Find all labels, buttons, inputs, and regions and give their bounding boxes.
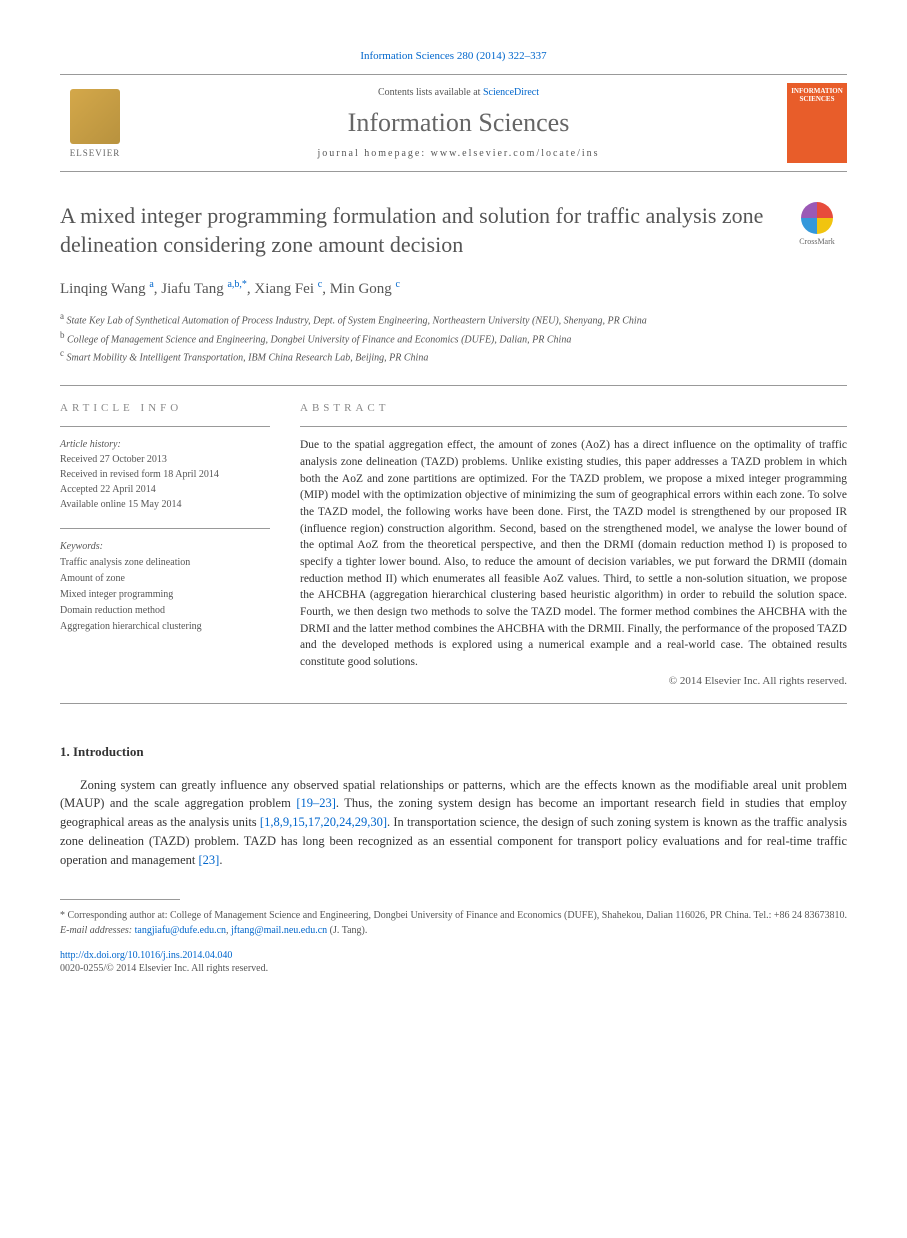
sciencedirect-link[interactable]: ScienceDirect [483, 87, 539, 98]
title-row: A mixed integer programming formulation … [60, 202, 847, 259]
email-label: E-mail addresses: [60, 925, 135, 936]
affiliation: c Smart Mobility & Intelligent Transport… [60, 347, 847, 365]
footnote-separator [60, 899, 180, 900]
contents-prefix: Contents lists available at [378, 87, 483, 98]
affil-link[interactable]: a,b,* [227, 279, 246, 290]
elsevier-tree-icon [70, 89, 120, 144]
publisher-logo[interactable]: ELSEVIER [60, 83, 130, 163]
citation-link[interactable]: [23] [199, 853, 220, 867]
received-date: Received 27 October 2013 [60, 452, 270, 467]
doi-line: http://dx.doi.org/10.1016/j.ins.2014.04.… [60, 950, 847, 961]
keyword: Aggregation hierarchical clustering [60, 619, 270, 635]
abstract-label: ABSTRACT [300, 402, 847, 414]
article-info-column: ARTICLE INFO Article history: Received 2… [60, 402, 270, 686]
crossmark-badge[interactable]: CrossMark [787, 202, 847, 246]
email-link[interactable]: tangjiafu@dufe.edu.cn [135, 925, 226, 936]
journal-cover-thumbnail[interactable]: INFORMATION SCIENCES [787, 83, 847, 163]
journal-header: ELSEVIER Contents lists available at Sci… [60, 74, 847, 172]
keyword: Traffic analysis zone delineation [60, 555, 270, 571]
article-info-label: ARTICLE INFO [60, 402, 270, 414]
publisher-name: ELSEVIER [70, 148, 121, 158]
affiliation: a State Key Lab of Synthetical Automatio… [60, 310, 847, 328]
homepage-prefix: journal homepage: [317, 148, 430, 159]
email-link[interactable]: jftang@mail.neu.edu.cn [231, 925, 327, 936]
page-container: Information Sciences 280 (2014) 322–337 … [0, 0, 907, 1014]
article-title: A mixed integer programming formulation … [60, 202, 767, 259]
affiliation-list: a State Key Lab of Synthetical Automatio… [60, 310, 847, 365]
abstract-text: Due to the spatial aggregation effect, t… [300, 426, 847, 670]
cover-title: INFORMATION SCIENCES [791, 87, 843, 103]
affil-link[interactable]: c [318, 279, 322, 290]
history-label: Article history: [60, 437, 270, 452]
citation-link[interactable]: [1,8,9,15,17,20,24,29,30] [260, 815, 387, 829]
issn-copyright-line: 0020-0255/© 2014 Elsevier Inc. All right… [60, 963, 847, 974]
intro-paragraph: Zoning system can greatly influence any … [60, 776, 847, 870]
article-history: Article history: Received 27 October 201… [60, 426, 270, 512]
citation-link[interactable]: [19–23] [296, 796, 336, 810]
keyword: Mixed integer programming [60, 587, 270, 603]
corresponding-author-footnote: * Corresponding author at: College of Ma… [60, 908, 847, 923]
crossmark-label: CrossMark [799, 237, 835, 246]
revised-date: Received in revised form 18 April 2014 [60, 467, 270, 482]
abstract-copyright: © 2014 Elsevier Inc. All rights reserved… [300, 675, 847, 687]
online-date: Available online 15 May 2014 [60, 497, 270, 512]
abstract-column: ABSTRACT Due to the spatial aggregation … [300, 402, 847, 686]
contents-available-line: Contents lists available at ScienceDirec… [130, 87, 787, 98]
crossmark-icon [801, 202, 833, 234]
keywords-block: Keywords: Traffic analysis zone delineat… [60, 528, 270, 635]
affil-link[interactable]: a [149, 279, 153, 290]
author: Jiafu Tang a,b,* [161, 281, 247, 297]
journal-reference: Information Sciences 280 (2014) 322–337 [60, 50, 847, 62]
email-footnote: E-mail addresses: tangjiafu@dufe.edu.cn,… [60, 923, 847, 938]
keywords-label: Keywords: [60, 539, 270, 555]
keyword: Domain reduction method [60, 603, 270, 619]
affil-link[interactable]: c [396, 279, 400, 290]
journal-name: Information Sciences [130, 108, 787, 138]
affiliation: b College of Management Science and Engi… [60, 329, 847, 347]
author: Linqing Wang a [60, 281, 154, 297]
doi-link[interactable]: http://dx.doi.org/10.1016/j.ins.2014.04.… [60, 950, 232, 961]
accepted-date: Accepted 22 April 2014 [60, 482, 270, 497]
author: Xiang Fei c [254, 281, 322, 297]
homepage-url[interactable]: www.elsevier.com/locate/ins [431, 148, 600, 159]
info-abstract-row: ARTICLE INFO Article history: Received 2… [60, 402, 847, 686]
author-list: Linqing Wang a, Jiafu Tang a,b,*, Xiang … [60, 279, 847, 298]
section-heading-introduction: 1. Introduction [60, 744, 847, 760]
section-divider [60, 703, 847, 704]
keyword: Amount of zone [60, 571, 270, 587]
section-divider [60, 385, 847, 386]
header-center: Contents lists available at ScienceDirec… [130, 87, 787, 159]
author: Min Gong c [330, 281, 400, 297]
journal-homepage-line: journal homepage: www.elsevier.com/locat… [130, 148, 787, 159]
